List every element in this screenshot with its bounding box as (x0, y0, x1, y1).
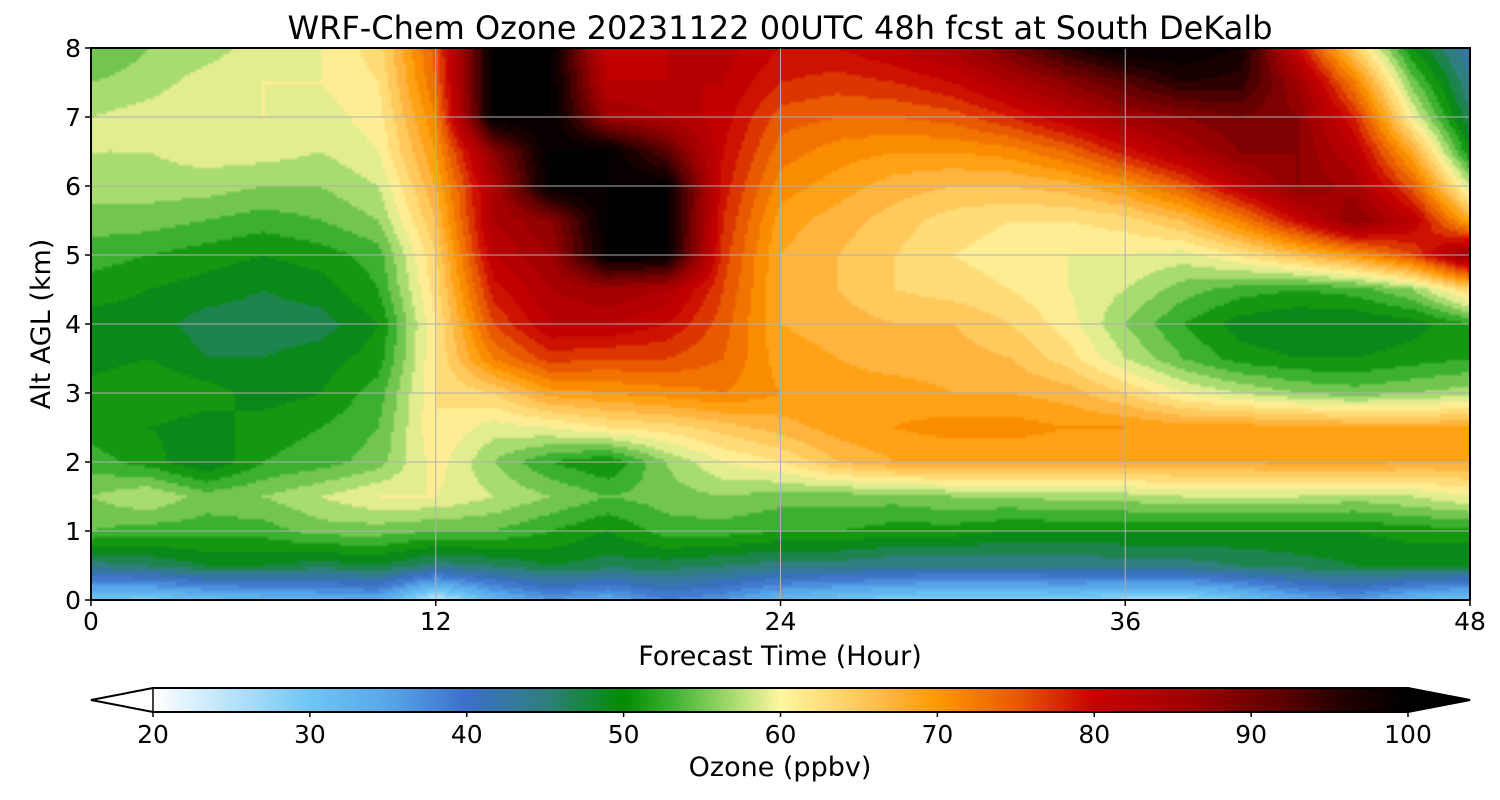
x-tick-label: 12 (420, 607, 452, 636)
colorbar-tick-label: 50 (608, 720, 640, 749)
x-tick-label: 0 (83, 607, 99, 636)
y-tick-label: 8 (65, 34, 81, 63)
x-tick-label: 36 (1109, 607, 1141, 636)
y-tick-label: 7 (65, 103, 81, 132)
colorbar-tick-label: 30 (294, 720, 326, 749)
y-tick-label: 5 (65, 241, 81, 270)
y-tick-label: 2 (65, 448, 81, 477)
chart-title: WRF-Chem Ozone 20231122 00UTC 48h fcst a… (287, 9, 1272, 47)
colorbar-gradient (153, 688, 1408, 712)
colorbar-tick-label: 80 (1078, 720, 1110, 749)
colorbar-low-extension (90, 687, 154, 713)
y-axis-ticks: 0 1 2 3 4 5 6 7 8 (65, 34, 91, 615)
colorbar-ticks: 20 30 40 50 60 70 80 90 100 (137, 712, 1432, 749)
y-axis-label: Alt AGL (km) (26, 239, 57, 410)
colorbar-tick-label: 40 (451, 720, 483, 749)
y-tick-label: 4 (65, 310, 81, 339)
y-tick-label: 6 (65, 172, 81, 201)
x-axis-ticks: 0 12 24 36 48 (83, 600, 1486, 636)
colorbar: 20 30 40 50 60 70 80 90 100 Ozone (ppbv) (90, 687, 1471, 783)
x-axis-label: Forecast Time (Hour) (638, 641, 922, 672)
colorbar-tick-label: 100 (1384, 720, 1432, 749)
colorbar-high-extension (1407, 687, 1471, 713)
y-tick-label: 0 (65, 586, 81, 615)
x-tick-label: 48 (1454, 607, 1486, 636)
x-tick-label: 24 (765, 607, 797, 636)
y-tick-label: 1 (65, 517, 81, 546)
colorbar-tick-label: 90 (1235, 720, 1267, 749)
y-tick-label: 3 (65, 379, 81, 408)
colorbar-label: Ozone (ppbv) (689, 752, 872, 783)
colorbar-tick-label: 70 (921, 720, 953, 749)
colorbar-tick-label: 60 (765, 720, 797, 749)
plot-area (90, 47, 1471, 601)
colorbar-tick-label: 20 (137, 720, 169, 749)
